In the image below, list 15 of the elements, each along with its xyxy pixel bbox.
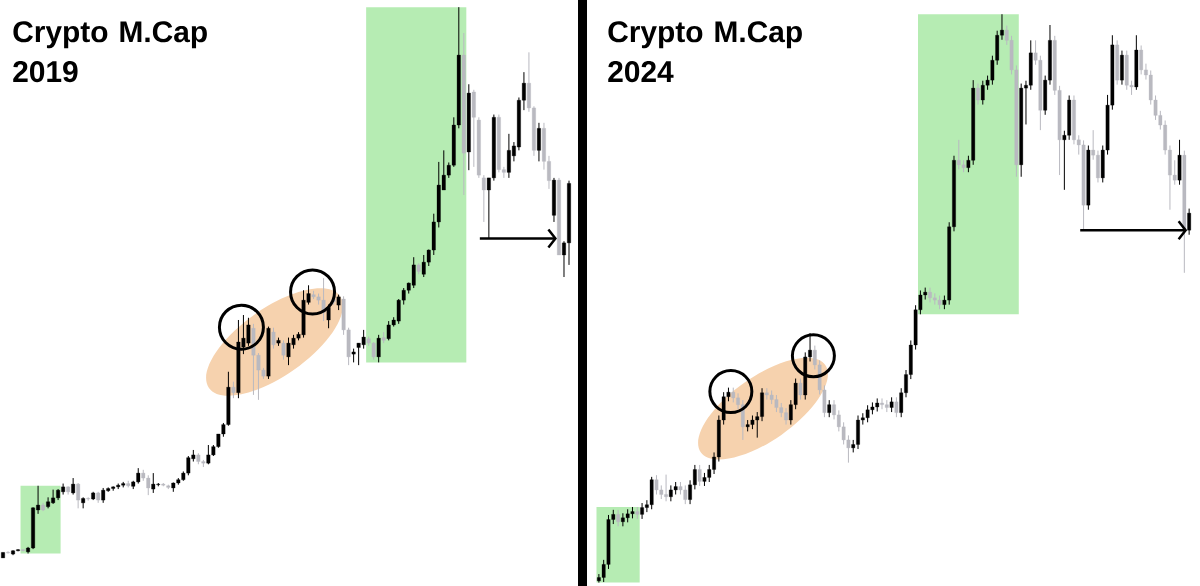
candlestick (894, 396, 899, 418)
candlestick (798, 378, 803, 401)
candlestick (76, 482, 81, 509)
candlestick (976, 83, 980, 106)
text: Crypto M.Cap 2024 (608, 21, 802, 83)
candlestick (281, 339, 286, 361)
candlestick (271, 327, 276, 350)
candlestick (376, 334, 381, 363)
text: Crypto M.Cap 2019 (13, 21, 207, 83)
candlestick (616, 509, 620, 527)
candlestick (481, 174, 486, 223)
candlestick (81, 496, 86, 509)
candlestick (697, 464, 702, 487)
candlestick (537, 122, 541, 162)
candlestick (6, 550, 10, 554)
